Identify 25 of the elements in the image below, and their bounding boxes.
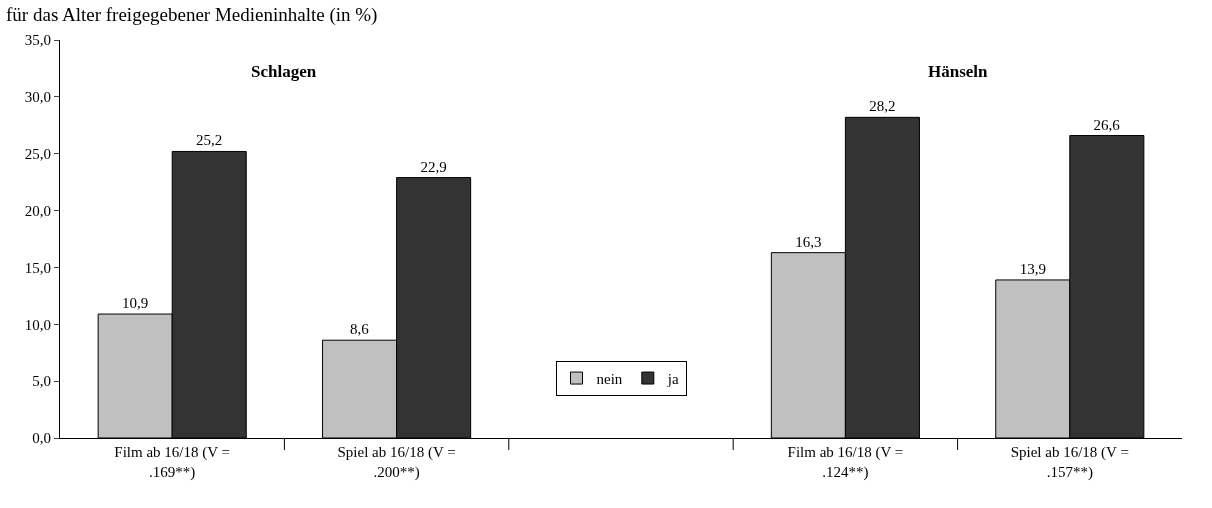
data-label: 10,9 — [122, 295, 149, 312]
y-tick-label: 20,0 — [24, 202, 51, 219]
chart-title: für das Alter freigegebener Medieninhalte (in %) — [6, 3, 378, 26]
y-tick-label: 25,0 — [24, 145, 51, 162]
x-tick-label: Film ab 16/18 (V = .169**) — [114, 444, 231, 481]
y-tick-label: 15,0 — [24, 259, 51, 276]
annotation: Schlagen — [251, 62, 317, 81]
data-label: 13,9 — [1019, 260, 1046, 277]
legend-label: nein — [596, 370, 623, 387]
data-label: 26,6 — [1093, 116, 1121, 133]
y-tick-label: 35,0 — [24, 32, 51, 49]
data-label: 16,3 — [795, 233, 822, 250]
y-tick-label: 0,0 — [32, 430, 51, 447]
x-tick-label: Spiel ab 16/18 (V = .200**) — [337, 444, 456, 481]
data-label: 25,2 — [196, 132, 223, 149]
y-tick-label: 5,0 — [32, 373, 51, 390]
data-label: 8,6 — [349, 321, 370, 338]
annotation: Hänseln — [928, 62, 989, 81]
y-tick-label: 10,0 — [24, 316, 51, 333]
data-label: 22,9 — [420, 158, 447, 175]
data-label: 28,2 — [869, 98, 896, 115]
x-tick-label: Film ab 16/18 (V = .124**) — [787, 444, 904, 481]
y-tick-label: 30,0 — [24, 89, 51, 106]
legend-label: ja — [666, 370, 679, 387]
x-tick-label: Spiel ab 16/18 (V = .157**) — [1010, 444, 1129, 481]
